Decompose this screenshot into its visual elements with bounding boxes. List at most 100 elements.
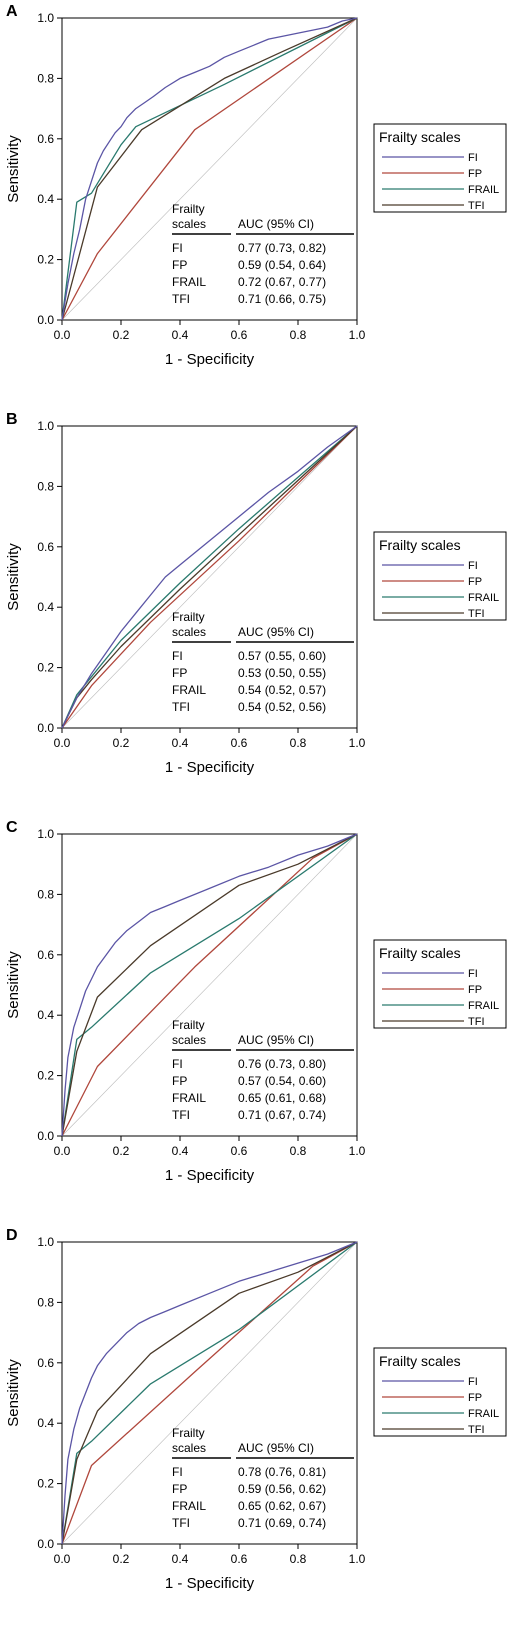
table-header: AUC (95% CI)	[238, 1033, 314, 1047]
series-line-fp	[61, 17, 358, 321]
y-tick-label: 0.6	[37, 132, 54, 146]
table-header: Frailty	[172, 202, 205, 216]
x-tick-label: 0.4	[172, 328, 189, 342]
plot-frame	[61, 833, 358, 1137]
panel-label: D	[6, 1227, 18, 1244]
x-tick-label: 0.0	[54, 1144, 71, 1158]
legend-entry-fp: FP	[468, 1392, 482, 1404]
legend-entry-fp: FP	[468, 168, 482, 180]
x-tick-label: 0.8	[290, 328, 307, 342]
legend-box	[373, 531, 507, 621]
legend-title: Frailty scales	[379, 945, 461, 961]
y-tick-label: 0.6	[37, 540, 54, 554]
series-line-fi	[61, 17, 358, 321]
y-axis-label: Sensitivity	[5, 1359, 22, 1427]
legend: Frailty scales FI FP FRAIL TFI	[373, 123, 507, 213]
reference-line	[61, 1241, 358, 1545]
x-tick-label: 0.0	[54, 328, 71, 342]
series-line-tfi	[61, 17, 358, 321]
x-tick-label: 1.0	[349, 1552, 366, 1566]
table-auc-fp: 0.59 (0.54, 0.64)	[238, 258, 326, 272]
x-tick-label: 0.6	[231, 1552, 248, 1566]
table-auc-tfi: 0.71 (0.66, 0.75)	[238, 292, 326, 306]
table-header: scales	[172, 1441, 206, 1455]
y-tick-label: 0.0	[37, 721, 54, 735]
x-tick-label: 0.2	[113, 328, 130, 342]
legend-entry-tfi: TFI	[468, 1424, 485, 1436]
y-axis-label: Sensitivity	[5, 135, 22, 203]
y-tick-label: 0.0	[37, 1537, 54, 1551]
table-header: Frailty	[172, 1426, 205, 1440]
table-scale-fi: FI	[172, 241, 183, 255]
table-header: Frailty	[172, 1018, 205, 1032]
table-scale-tfi: TFI	[172, 700, 190, 714]
y-tick-label: 0.6	[37, 1356, 54, 1370]
legend: Frailty scales FI FP FRAIL TFI	[373, 531, 507, 621]
table-auc-fp: 0.57 (0.54, 0.60)	[238, 1074, 326, 1088]
x-tick-label: 1.0	[349, 328, 366, 342]
table-header: AUC (95% CI)	[238, 1441, 314, 1455]
table-auc-fi: 0.57 (0.55, 0.60)	[238, 649, 326, 663]
y-tick-label: 0.2	[37, 1069, 54, 1083]
plot-frame	[61, 1241, 358, 1545]
legend-title: Frailty scales	[379, 129, 461, 145]
x-tick-label: 0.2	[113, 736, 130, 750]
table-scale-fp: FP	[172, 1482, 187, 1496]
table-auc-frail: 0.54 (0.52, 0.57)	[238, 683, 326, 697]
roc-panel-C: C 0.00.0 0.2 0.2 0.4 0.4 0.6 0.6 0.8 0.8 1.0 1.0 1 -…	[5, 819, 507, 1184]
table-auc-frail: 0.65 (0.62, 0.67)	[238, 1499, 326, 1513]
legend-box	[373, 1347, 507, 1437]
table-scale-tfi: TFI	[172, 292, 190, 306]
table-auc-fi: 0.76 (0.73, 0.80)	[238, 1057, 326, 1071]
series-line-fp	[61, 425, 358, 729]
table-auc-frail: 0.65 (0.61, 0.68)	[238, 1091, 326, 1105]
x-tick-label: 0.2	[113, 1144, 130, 1158]
y-tick-label: 0.8	[37, 1295, 54, 1309]
x-axis-label: 1 - Specificity	[165, 759, 255, 776]
y-tick-label: 1.0	[37, 1235, 54, 1249]
legend: Frailty scales FI FP FRAIL TFI	[373, 1347, 507, 1437]
legend-entry-tfi: TFI	[468, 1016, 485, 1028]
y-tick-label: 1.0	[37, 827, 54, 841]
table-scale-fp: FP	[172, 258, 187, 272]
x-tick-label: 0.6	[231, 328, 248, 342]
y-tick-label: 0.2	[37, 661, 54, 675]
x-tick-label: 1.0	[349, 736, 366, 750]
legend: Frailty scales FI FP FRAIL TFI	[373, 939, 507, 1029]
series-line-frail	[61, 17, 358, 321]
x-tick-label: 0.0	[54, 1552, 71, 1566]
y-axis-label: Sensitivity	[5, 543, 22, 611]
table-scale-frail: FRAIL	[172, 683, 206, 697]
y-tick-label: 0.8	[37, 71, 54, 85]
series-line-frail	[61, 833, 358, 1137]
y-tick-label: 0.4	[37, 600, 54, 614]
series-line-frail	[61, 1241, 358, 1545]
legend-entry-fi: FI	[468, 152, 478, 164]
legend-entry-fi: FI	[468, 560, 478, 572]
series-line-fi	[61, 1241, 358, 1545]
x-tick-label: 0.6	[231, 736, 248, 750]
series-line-tfi	[61, 1241, 358, 1545]
legend-entry-fi: FI	[468, 1376, 478, 1388]
series-line-fp	[61, 833, 358, 1137]
panel-label: B	[6, 411, 18, 428]
y-tick-label: 0.4	[37, 1416, 54, 1430]
x-tick-label: 0.6	[231, 1144, 248, 1158]
x-tick-label: 0.8	[290, 736, 307, 750]
panel-label: A	[6, 3, 18, 20]
x-tick-label: 0.0	[54, 736, 71, 750]
table-scale-frail: FRAIL	[172, 1499, 206, 1513]
table-auc-fp: 0.53 (0.50, 0.55)	[238, 666, 326, 680]
legend-entry-fp: FP	[468, 984, 482, 996]
table-header: Frailty	[172, 610, 205, 624]
y-tick-label: 0.0	[37, 313, 54, 327]
table-auc-tfi: 0.54 (0.52, 0.56)	[238, 700, 326, 714]
x-tick-label: 0.8	[290, 1552, 307, 1566]
series-line-fi	[61, 833, 358, 1137]
plot-frame	[61, 17, 358, 321]
table-scale-fi: FI	[172, 1465, 183, 1479]
table-scale-frail: FRAIL	[172, 275, 206, 289]
table-auc-tfi: 0.71 (0.69, 0.74)	[238, 1516, 326, 1530]
panel-label: C	[6, 819, 18, 836]
table-header: scales	[172, 217, 206, 231]
